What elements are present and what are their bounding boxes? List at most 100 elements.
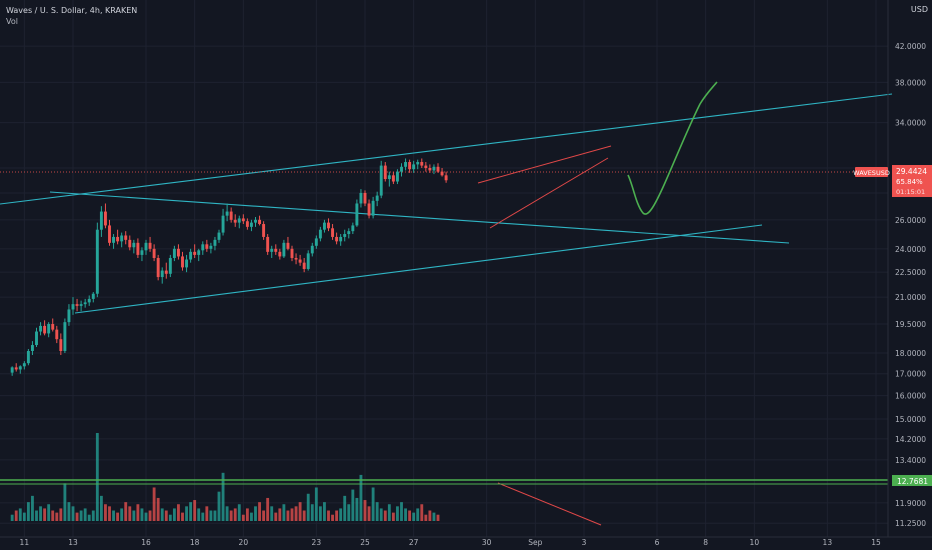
candle-body [205,244,209,249]
price-tick-label: 13.4000 [895,456,926,465]
volume-bar [355,497,359,521]
volume-bar [201,512,205,521]
candle-body [35,331,38,346]
candle-body [262,224,266,237]
candle-body [103,211,107,226]
time-tick-label: 27 [409,538,419,547]
volume-bar [290,508,294,521]
volume-bar [10,514,14,521]
volume-bar [116,512,120,521]
candle-body [428,168,432,171]
candle-body [359,192,363,204]
candle-body [355,203,359,226]
volume-bar [83,508,87,521]
volume-bar [241,514,245,521]
volume-bar [124,502,128,521]
candle-body [47,324,51,334]
volume-bar [298,502,302,521]
candle-body [18,366,22,370]
candle-body [189,251,193,260]
candle-body [432,166,436,171]
volume-bar [120,508,124,521]
price-tick-label: 15.0000 [895,415,926,424]
candle-body [245,221,249,227]
candle-body [254,219,257,223]
volume-bar [371,487,375,521]
time-tick-label: 13 [68,538,78,547]
volume-bar [26,502,30,521]
lower-channel-line [74,224,763,314]
candle-body [318,229,322,239]
volume-bar [140,508,144,521]
price-tick-label: 42.0000 [895,42,926,51]
candle-body [201,244,205,251]
volume-bar [63,483,67,521]
volume-bar [132,510,136,521]
candle-body [347,231,351,235]
candle-body [371,200,375,216]
candle-body [375,195,379,201]
volume-label: Vol [6,17,18,26]
volume-trend-line [497,482,602,526]
candle-body [408,162,412,170]
candle-body [79,304,83,306]
volume-bar [209,510,213,521]
candle-body [416,162,420,165]
candle-body [310,245,314,254]
candle-body [132,242,136,248]
candle-body [39,325,43,332]
volume-bar [314,487,318,521]
candle-body [30,345,34,351]
volume-bar [172,508,176,521]
volume-bar [108,506,111,521]
candle-body [10,367,14,373]
time-tick-label: 13 [823,538,833,547]
candle-body [43,325,47,334]
candle-body [387,175,391,180]
volume-bar [205,506,209,521]
volume-bar [258,502,261,521]
candle-body [302,262,306,269]
volume-bar [87,514,91,521]
candle-body [140,250,144,255]
candle-body [176,248,180,257]
price-tick-label: 11.2500 [895,519,926,528]
candle-body [87,298,91,303]
volume-bar [233,508,237,521]
candle-body [395,171,399,182]
volume-bar [323,502,326,521]
volume-bar [391,512,395,521]
volume-bar [302,510,306,521]
candle-body [436,166,440,172]
price-tick-label: 11.9000 [895,499,926,508]
volume-bar [71,506,75,521]
volume-bar [229,510,233,521]
candle-body [59,339,63,351]
candle-body [95,229,99,294]
candle-body [290,248,294,258]
candle-body [400,166,403,172]
candle-body [55,329,59,340]
volume-bar [416,508,420,521]
symbol-title: Waves / U. S. Dollar, 4h, KRAKEN [6,6,138,15]
price-change-value: 65.84% [896,178,923,186]
price-tick-label: 38.0000 [895,78,926,87]
volume-bar [144,512,148,521]
volume-bar [47,504,51,521]
candle-body [367,203,371,216]
descending-resistance-line [49,191,790,244]
candle-body [379,165,383,196]
price-tick-label: 34.0000 [895,119,926,128]
time-tick-label: 30 [482,538,492,547]
currency-label[interactable]: USD [910,5,928,14]
volume-bar [181,512,184,521]
volume-bar [55,512,59,521]
volume-bar [375,502,379,521]
time-tick-label: 6 [655,538,660,547]
volume-bar [197,508,201,521]
candle-body [306,253,310,269]
candle-body [22,363,26,367]
candle-body [331,228,335,237]
